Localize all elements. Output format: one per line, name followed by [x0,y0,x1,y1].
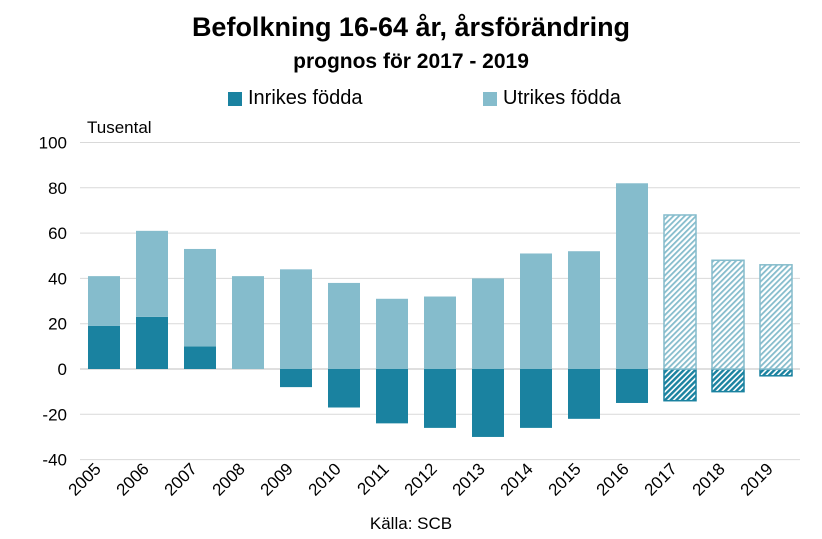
unit-label: Tusental [87,118,152,137]
legend-swatch-inrikes [228,91,242,106]
legend-item-inrikes: Inrikes födda [228,87,363,110]
y-axis: -40 -20 0 20 40 60 80 100 [39,134,67,470]
x-tick-label: 2016 [593,459,633,499]
x-tick-label: 2019 [737,459,777,499]
x-tick-label: 2015 [545,459,585,499]
bar-inrikes [424,369,456,428]
bar-inrikes [280,369,312,388]
x-tick-label: 2006 [113,459,153,499]
legend-label-utrikes: Utrikes födda [503,87,621,109]
source-note: Källa: SCB [369,514,453,533]
y-tick-label: 0 [58,360,67,379]
bar-utrikes [88,276,120,326]
bar-utrikes [184,248,216,347]
bar-utrikes [232,276,264,369]
bar-inrikes [376,369,408,424]
y-tick-label: -20 [42,405,67,424]
bar-utrikes [568,251,600,369]
legend: Inrikes födda Utrikes födda [0,87,822,111]
bar-utrikes [328,282,360,369]
y-tick-label: 40 [48,269,67,288]
x-tick-label: 2005 [65,459,105,499]
chart-subtitle: prognos för 2017 - 2019 [293,50,529,73]
bar-inrikes [88,325,120,369]
bar-inrikes [520,369,552,428]
x-tick-label: 2017 [641,459,681,499]
bar-inrikes [568,369,600,419]
y-tick-label: -40 [42,451,67,470]
y-tick-label: 60 [48,224,67,243]
y-tick-label: 80 [48,179,67,198]
x-tick-label: 2018 [689,459,729,499]
x-tick-label: 2008 [209,459,249,499]
legend-label-inrikes: Inrikes födda [248,87,363,109]
bar-utrikes [136,230,168,317]
bar-inrikes [663,368,697,402]
legend-swatch-utrikes [483,91,497,106]
bar-inrikes [759,368,793,377]
bar-utrikes [520,253,552,369]
x-tick-label: 2013 [449,459,489,499]
chart-title: Befolkning 16-64 år, årsförändring [191,12,631,42]
bar-utrikes [280,269,312,369]
bar-utrikes [472,278,504,369]
bars [88,183,793,437]
y-tick-label: 100 [39,134,67,153]
x-tick-label: 2007 [161,459,201,499]
x-axis: 2005 2006 2007 2008 2009 2010 2011 2012 2013 2014… [65,459,777,499]
bar-utrikes [424,296,456,369]
y-tick-label: 20 [48,315,67,334]
legend-item-utrikes: Utrikes födda [483,87,621,110]
bar-inrikes [184,346,216,369]
x-tick-label: 2010 [305,459,345,499]
bar-inrikes [616,369,648,403]
bar-utrikes [711,259,745,370]
bar-inrikes [472,369,504,437]
x-tick-label: 2011 [354,459,393,498]
bar-inrikes [136,316,168,369]
bar-utrikes [616,183,648,369]
bar-inrikes [711,368,745,393]
x-tick-label: 2014 [497,459,537,499]
bar-inrikes [328,369,360,408]
x-tick-label: 2009 [257,459,297,499]
x-tick-label: 2012 [401,459,441,499]
bar-utrikes [759,264,793,370]
bar-utrikes [376,298,408,369]
bar-utrikes [663,214,697,370]
